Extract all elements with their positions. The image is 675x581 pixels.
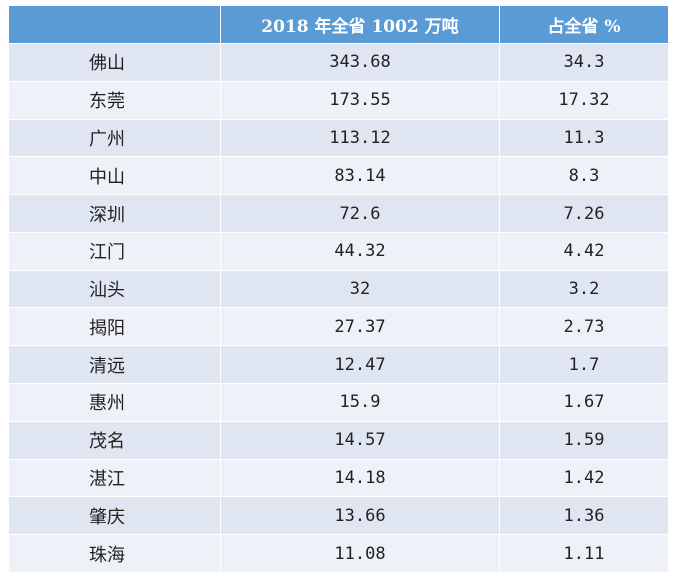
percent-cell: 4.42 — [499, 231, 669, 271]
amount-cell: 173.55 — [220, 80, 500, 120]
city-cell: 珠海 — [8, 534, 221, 573]
percent-cell: 1.7 — [499, 345, 669, 385]
city-cell: 深圳 — [8, 194, 221, 233]
percent-cell: 11.3 — [499, 118, 669, 158]
amount-cell: 44.32 — [220, 231, 500, 271]
city-cell: 中山 — [8, 156, 221, 196]
amount-cell: 14.18 — [220, 458, 500, 498]
amount-cell: 72.6 — [220, 194, 500, 233]
percent-cell: 1.67 — [499, 383, 669, 422]
header-percent: 占全省 % — [499, 5, 669, 44]
table-row: 东莞 173.55 17.32 — [8, 80, 669, 120]
amount-cell: 27.37 — [220, 307, 500, 347]
city-cell: 肇庆 — [8, 496, 221, 536]
amount-cell: 343.68 — [220, 43, 500, 82]
percent-cell: 17.32 — [499, 80, 669, 120]
table-row: 肇庆 13.66 1.36 — [8, 496, 669, 536]
header-row: 2018 年全省 1002 万吨 占全省 % — [8, 5, 669, 44]
header-city — [8, 5, 221, 44]
percent-cell: 7.26 — [499, 194, 669, 233]
amount-cell: 13.66 — [220, 496, 500, 536]
amount-cell: 32 — [220, 269, 500, 309]
city-cell: 湛江 — [8, 458, 221, 498]
data-table: 2018 年全省 1002 万吨 占全省 % 佛山 343.68 34.3 东莞 173… — [8, 5, 669, 573]
city-cell: 清远 — [8, 345, 221, 385]
percent-cell: 1.59 — [499, 420, 669, 460]
table-row: 佛山 343.68 34.3 — [8, 43, 669, 82]
table-row: 惠州 15.9 1.67 — [8, 383, 669, 422]
table-row: 茂名 14.57 1.59 — [8, 420, 669, 460]
table-row: 汕头 32 3.2 — [8, 269, 669, 309]
city-cell: 揭阳 — [8, 307, 221, 347]
percent-cell: 2.73 — [499, 307, 669, 347]
percent-cell: 8.3 — [499, 156, 669, 196]
amount-cell: 12.47 — [220, 345, 500, 385]
table-row: 揭阳 27.37 2.73 — [8, 307, 669, 347]
percent-cell: 1.11 — [499, 534, 669, 573]
table-row: 珠海 11.08 1.11 — [8, 534, 669, 573]
amount-cell: 15.9 — [220, 383, 500, 422]
table-row: 江门 44.32 4.42 — [8, 231, 669, 271]
table-row: 深圳 72.6 7.26 — [8, 194, 669, 233]
table-row: 清远 12.47 1.7 — [8, 345, 669, 385]
city-cell: 佛山 — [8, 43, 221, 82]
amount-cell: 11.08 — [220, 534, 500, 573]
header-amount: 2018 年全省 1002 万吨 — [220, 5, 500, 44]
city-cell: 东莞 — [8, 80, 221, 120]
percent-cell: 1.42 — [499, 458, 669, 498]
percent-cell: 3.2 — [499, 269, 669, 309]
table-row: 广州 113.12 11.3 — [8, 118, 669, 158]
city-cell: 江门 — [8, 231, 221, 271]
table-row: 湛江 14.18 1.42 — [8, 458, 669, 498]
city-cell: 茂名 — [8, 420, 221, 460]
city-cell: 惠州 — [8, 383, 221, 422]
percent-cell: 1.36 — [499, 496, 669, 536]
city-cell: 汕头 — [8, 269, 221, 309]
amount-cell: 113.12 — [220, 118, 500, 158]
percent-cell: 34.3 — [499, 43, 669, 82]
city-cell: 广州 — [8, 118, 221, 158]
amount-cell: 83.14 — [220, 156, 500, 196]
amount-cell: 14.57 — [220, 420, 500, 460]
table-row: 中山 83.14 8.3 — [8, 156, 669, 196]
